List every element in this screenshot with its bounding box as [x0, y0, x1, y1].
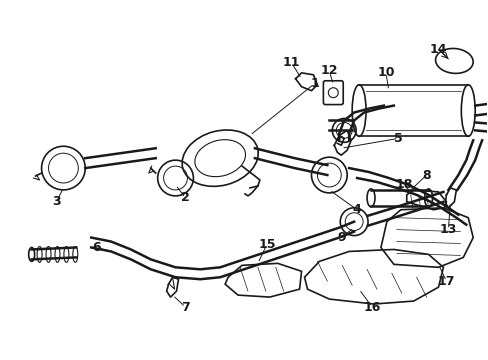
Text: 2: 2: [181, 192, 189, 204]
Text: 8: 8: [422, 168, 430, 181]
Text: 16: 16: [363, 301, 380, 314]
Text: 7: 7: [181, 301, 189, 314]
Text: 12: 12: [320, 64, 337, 77]
Text: 18: 18: [394, 179, 411, 192]
Text: 9: 9: [336, 231, 345, 244]
Text: 11: 11: [282, 57, 300, 69]
Text: 5: 5: [394, 132, 402, 145]
Text: 10: 10: [376, 66, 394, 79]
Text: 14: 14: [429, 42, 447, 55]
Text: 15: 15: [258, 238, 275, 251]
Text: 1: 1: [309, 77, 318, 90]
Text: 13: 13: [439, 223, 456, 236]
Text: 3: 3: [52, 195, 61, 208]
Text: 6: 6: [92, 241, 100, 254]
Text: 4: 4: [352, 203, 361, 216]
Text: 17: 17: [437, 275, 454, 288]
